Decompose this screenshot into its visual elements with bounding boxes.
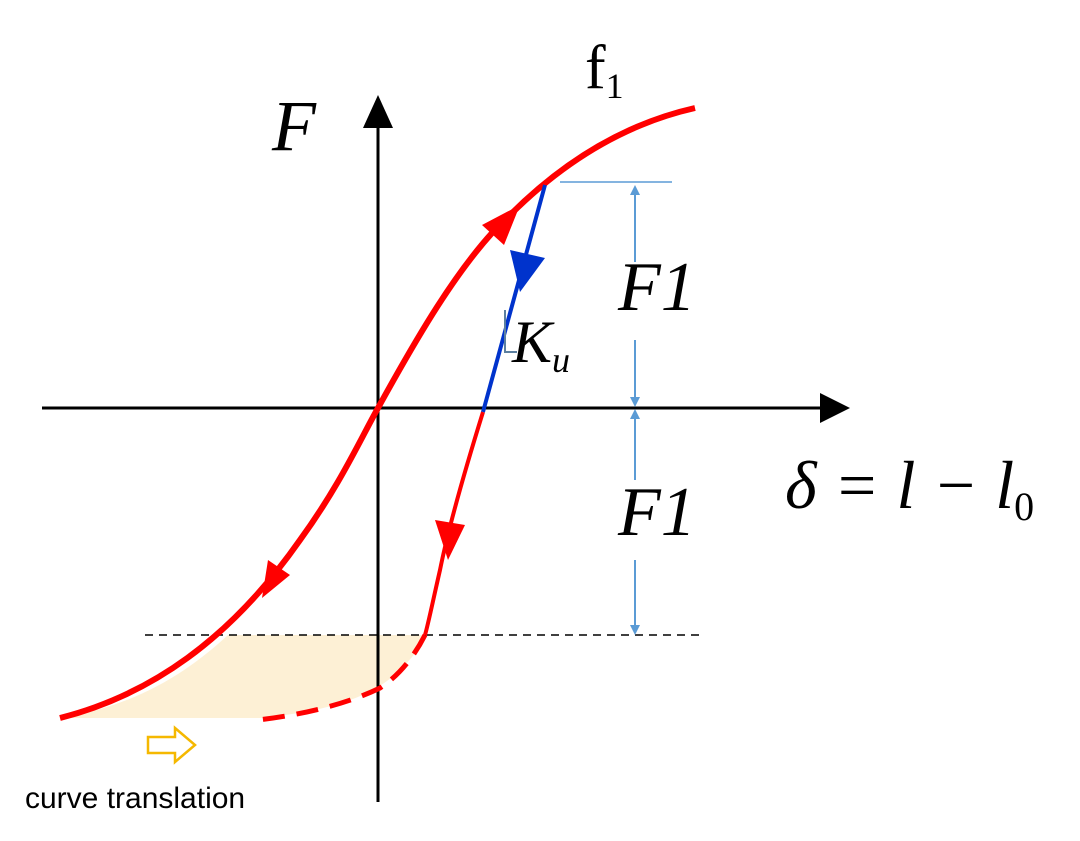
translation-note: curve translation xyxy=(25,782,245,815)
y-axis-arrow xyxy=(363,95,393,128)
x-axis-arrow xyxy=(820,393,850,423)
stiffness-label: Ku xyxy=(511,309,570,380)
y-axis-label: F xyxy=(271,86,317,166)
unloading-arrow xyxy=(435,520,465,560)
curve-label: f1 xyxy=(585,34,624,106)
curve-arrow-down xyxy=(262,560,290,598)
shaded-area xyxy=(60,635,425,718)
curve-arrow-up xyxy=(482,205,520,245)
translated-curve xyxy=(257,633,428,723)
stiffness-arrow xyxy=(510,250,545,292)
force-label: F1 xyxy=(617,474,696,551)
force-label: F1 xyxy=(617,249,696,326)
unloading-curve xyxy=(423,411,485,636)
x-axis-label: δ = l − l0 xyxy=(785,447,1034,529)
stiffness-bracket xyxy=(504,310,517,353)
translation-arrow xyxy=(146,725,197,765)
loading-curve xyxy=(59,105,696,721)
stiffness-line xyxy=(481,184,547,413)
